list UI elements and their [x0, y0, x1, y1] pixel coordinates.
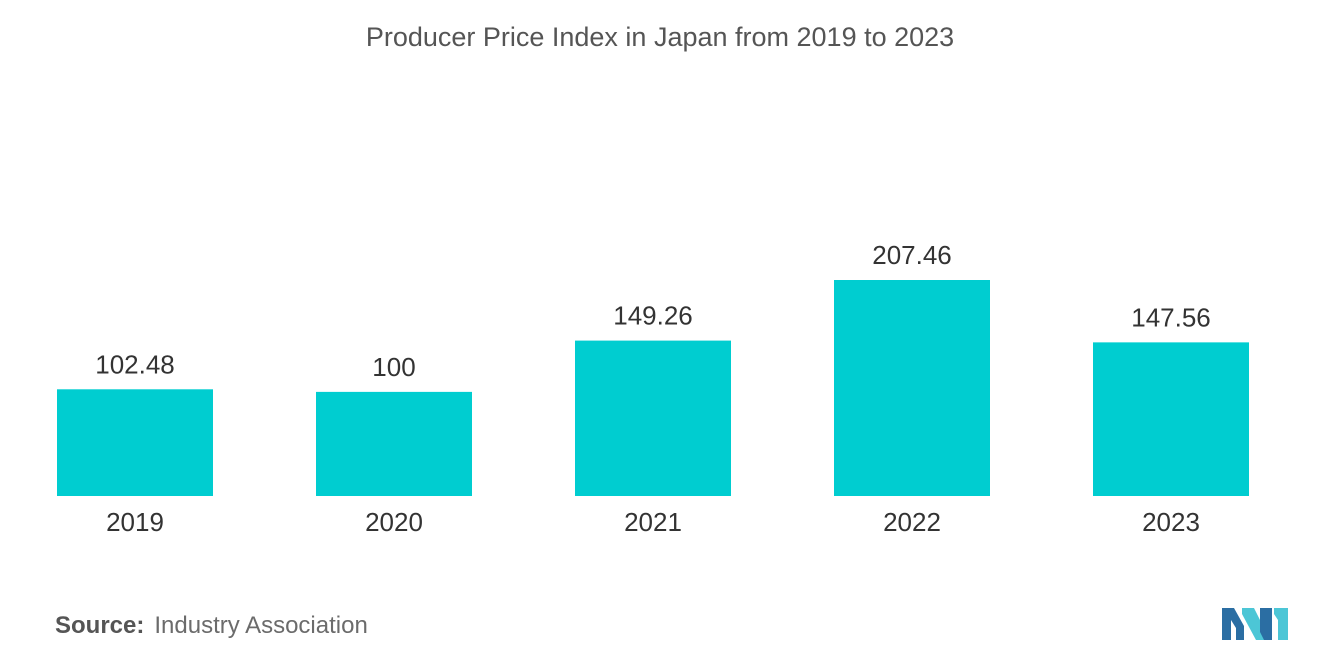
bar-2023 — [1093, 342, 1249, 496]
x-tick-2023: 2023 — [1142, 507, 1200, 537]
x-tick-2022: 2022 — [883, 507, 941, 537]
x-tick-2021: 2021 — [624, 507, 682, 537]
source-label: Source: — [55, 612, 145, 639]
value-labels-group: 102.48 100 149.26 207.46 147.56 — [95, 240, 1211, 382]
x-tick-labels-group: 2019 2020 2021 2022 2023 — [106, 507, 1200, 537]
x-tick-2020: 2020 — [365, 507, 423, 537]
bar-2020 — [316, 391, 472, 496]
value-label-2021: 149.26 — [613, 301, 693, 331]
chart-title: Producer Price Index in Japan from 2019 … — [365, 22, 955, 52]
bar-2019 — [57, 389, 213, 496]
value-label-2019: 102.48 — [95, 349, 175, 379]
bar-2022 — [834, 280, 990, 496]
bar-chart: 102.48 100 149.26 207.46 147.56 2019 2020 2021… — [57, 240, 1249, 537]
bars-group — [57, 280, 1249, 496]
source-text: Industry Association — [154, 612, 368, 639]
value-label-2023: 147.56 — [1131, 302, 1211, 332]
x-tick-2019: 2019 — [106, 507, 164, 537]
mordor-logo-icon — [1222, 608, 1288, 640]
source-note: Source: Industry Association — [55, 612, 368, 640]
bar-2021 — [575, 340, 731, 496]
value-label-2020: 100 — [372, 352, 415, 382]
value-label-2022: 207.46 — [872, 240, 952, 270]
